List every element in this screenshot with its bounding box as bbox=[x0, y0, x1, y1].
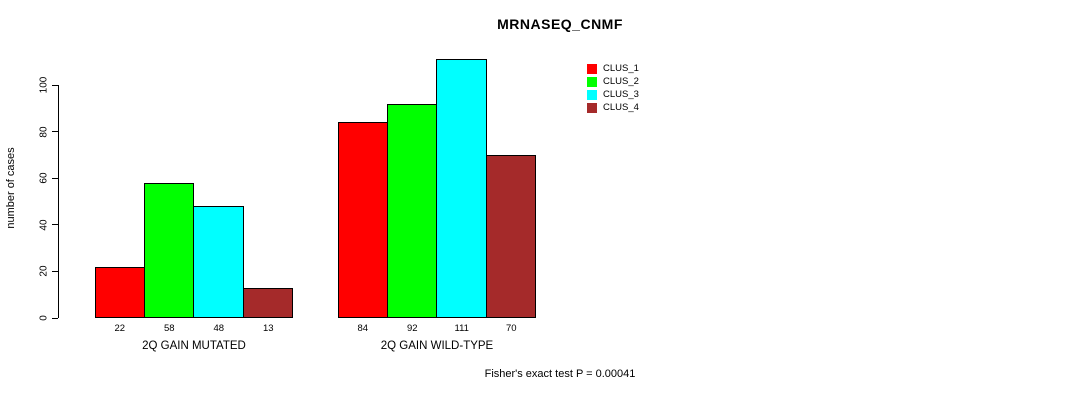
legend-row: CLUS_1 bbox=[587, 62, 639, 75]
legend-swatch-clus_3 bbox=[587, 89, 597, 100]
category-label: 2Q GAIN MUTATED bbox=[142, 340, 246, 352]
y-tick-mark bbox=[52, 224, 58, 226]
chart-title: MRNASEQ_CNMF bbox=[497, 16, 623, 32]
y-tick-mark bbox=[52, 177, 58, 179]
legend-row: CLUS_4 bbox=[587, 101, 639, 114]
legend-label: CLUS_4 bbox=[603, 102, 639, 113]
y-tick-label: 60 bbox=[38, 172, 50, 184]
bar-clus_3-group2 bbox=[436, 59, 487, 318]
legend-row: CLUS_2 bbox=[587, 75, 639, 88]
y-axis-line bbox=[58, 85, 59, 318]
fisher-test-note: Fisher's exact test P = 0.00041 bbox=[484, 368, 636, 380]
bar-clus_3-group1 bbox=[193, 206, 244, 318]
y-tick-mark bbox=[52, 131, 58, 133]
category-label: 2Q GAIN WILD-TYPE bbox=[380, 340, 494, 352]
bar-clus_1-group2 bbox=[338, 122, 388, 318]
bar-value-label: 111 bbox=[454, 323, 469, 334]
y-tick-label: 20 bbox=[38, 265, 50, 277]
y-tick-mark bbox=[52, 270, 58, 272]
legend-label: CLUS_3 bbox=[603, 89, 639, 100]
y-tick-mark bbox=[52, 84, 58, 86]
bar-clus_1-group1 bbox=[95, 266, 145, 318]
legend-swatch-clus_4 bbox=[587, 102, 597, 113]
bar-clus_2-group2 bbox=[386, 103, 437, 318]
legend-swatch-clus_1 bbox=[587, 63, 597, 74]
legend: CLUS_1 CLUS_2 CLUS_3 CLUS_4 bbox=[587, 62, 639, 114]
y-tick-label: 40 bbox=[38, 219, 50, 231]
legend-label: CLUS_1 bbox=[603, 63, 639, 74]
bar-value-label: 70 bbox=[505, 323, 517, 334]
y-tick-mark bbox=[52, 317, 58, 319]
bar-value-label: 84 bbox=[357, 323, 369, 334]
bar-clus_4-group1 bbox=[242, 287, 293, 318]
y-tick-label: 100 bbox=[38, 76, 50, 94]
bar-clus_2-group1 bbox=[143, 182, 194, 318]
legend-swatch-clus_2 bbox=[587, 76, 597, 87]
bar-value-label: 22 bbox=[114, 323, 126, 334]
legend-row: CLUS_3 bbox=[587, 88, 639, 101]
bar-value-label: 92 bbox=[406, 323, 418, 334]
bar-value-label: 13 bbox=[262, 323, 274, 334]
y-axis-label: number of cases bbox=[5, 147, 17, 229]
bar-value-label: 58 bbox=[163, 323, 175, 334]
bar-value-label: 48 bbox=[213, 323, 225, 334]
legend-label: CLUS_2 bbox=[603, 76, 639, 87]
y-tick-label: 0 bbox=[38, 315, 50, 321]
y-tick-label: 80 bbox=[38, 126, 50, 138]
bar-clus_4-group2 bbox=[485, 154, 536, 318]
